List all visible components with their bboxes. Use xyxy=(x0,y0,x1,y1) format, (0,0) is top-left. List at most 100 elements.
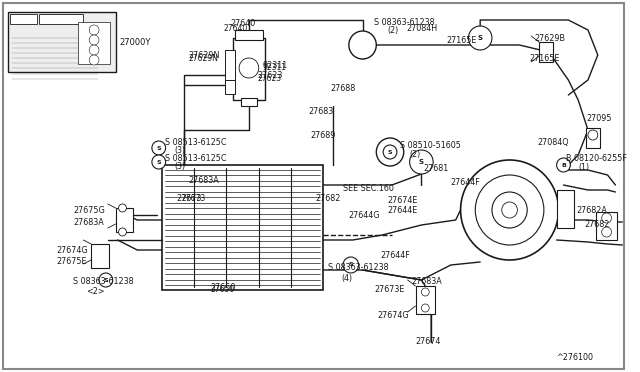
Text: 27674: 27674 xyxy=(415,337,441,346)
Ellipse shape xyxy=(99,273,113,287)
Text: S 08513-6125C: S 08513-6125C xyxy=(164,154,226,163)
Bar xyxy=(162,165,323,290)
Text: 27683A: 27683A xyxy=(74,218,104,227)
Text: S: S xyxy=(104,278,108,282)
Text: ^276100: ^276100 xyxy=(557,353,594,362)
Ellipse shape xyxy=(468,26,492,50)
Ellipse shape xyxy=(89,55,99,65)
Text: 27644E: 27644E xyxy=(387,205,417,215)
Bar xyxy=(586,128,600,148)
Text: 27084Q: 27084Q xyxy=(537,138,569,147)
Text: 27000Y: 27000Y xyxy=(120,38,151,46)
Bar xyxy=(225,80,235,94)
Bar xyxy=(596,212,618,240)
Bar xyxy=(10,14,37,24)
Text: 27165E: 27165E xyxy=(446,35,476,45)
Ellipse shape xyxy=(602,213,611,223)
Text: S 08363-61238: S 08363-61238 xyxy=(328,263,389,273)
Ellipse shape xyxy=(602,227,611,237)
Ellipse shape xyxy=(89,45,99,55)
Text: S 08363-61238: S 08363-61238 xyxy=(74,278,134,286)
Bar xyxy=(39,14,83,24)
Bar xyxy=(233,38,264,100)
Text: 27650: 27650 xyxy=(211,283,236,292)
Text: 27673: 27673 xyxy=(181,193,205,202)
Text: (2): (2) xyxy=(410,150,421,158)
Text: 27629N: 27629N xyxy=(188,51,220,60)
Bar xyxy=(235,30,262,40)
Ellipse shape xyxy=(376,138,404,166)
Text: 27674G: 27674G xyxy=(57,246,88,254)
Text: 92311: 92311 xyxy=(262,64,287,73)
Text: (3): (3) xyxy=(175,145,186,154)
Ellipse shape xyxy=(89,25,99,35)
Text: 27629B: 27629B xyxy=(534,33,565,42)
Ellipse shape xyxy=(461,160,559,260)
Text: S: S xyxy=(388,150,392,154)
Text: S: S xyxy=(156,145,161,151)
Ellipse shape xyxy=(118,204,127,212)
Text: <2>: <2> xyxy=(86,288,105,296)
Ellipse shape xyxy=(343,257,358,273)
Text: 27165E: 27165E xyxy=(529,54,559,62)
Text: S: S xyxy=(156,160,161,164)
Text: 27640: 27640 xyxy=(223,23,247,32)
Text: 27640: 27640 xyxy=(230,19,255,28)
Text: 27682: 27682 xyxy=(316,193,341,202)
Text: 27683: 27683 xyxy=(308,108,334,116)
Bar xyxy=(557,190,574,228)
Text: S 08510-51605: S 08510-51605 xyxy=(400,141,461,150)
Ellipse shape xyxy=(89,35,99,45)
Text: 92311: 92311 xyxy=(262,61,288,70)
Text: S: S xyxy=(419,159,424,165)
Text: 27674E: 27674E xyxy=(387,196,417,205)
Text: 27650: 27650 xyxy=(211,285,235,295)
Ellipse shape xyxy=(557,158,570,172)
Text: 27689: 27689 xyxy=(310,131,336,140)
Text: 27095: 27095 xyxy=(586,113,611,122)
Text: 27623: 27623 xyxy=(258,74,282,83)
Ellipse shape xyxy=(118,228,127,236)
Bar xyxy=(225,50,235,80)
Ellipse shape xyxy=(239,58,259,78)
Bar xyxy=(415,286,435,314)
Text: S: S xyxy=(349,263,353,267)
Ellipse shape xyxy=(502,202,517,218)
Text: 27674G: 27674G xyxy=(378,311,409,320)
Ellipse shape xyxy=(476,175,544,245)
Text: B: B xyxy=(561,163,566,167)
Ellipse shape xyxy=(588,130,598,140)
Ellipse shape xyxy=(383,145,397,159)
Ellipse shape xyxy=(410,150,433,174)
Text: 27623: 27623 xyxy=(258,71,283,80)
Bar xyxy=(116,208,133,232)
Text: 27688: 27688 xyxy=(330,83,355,93)
Text: (3): (3) xyxy=(175,161,186,170)
Bar xyxy=(539,42,553,62)
Text: SEE SEC.160: SEE SEC.160 xyxy=(343,183,394,192)
Text: 27675E: 27675E xyxy=(57,257,87,266)
Text: (1): (1) xyxy=(578,163,589,171)
Bar xyxy=(91,244,109,268)
Text: S 08513-6125C: S 08513-6125C xyxy=(164,138,226,147)
Text: 27683A: 27683A xyxy=(412,278,442,286)
Text: 27629N: 27629N xyxy=(188,54,218,62)
Text: 27673: 27673 xyxy=(177,193,202,202)
Bar xyxy=(8,12,116,72)
Text: 27682A: 27682A xyxy=(576,205,607,215)
Text: 27682: 27682 xyxy=(584,219,609,228)
Text: 27675G: 27675G xyxy=(74,205,105,215)
Text: 27681: 27681 xyxy=(423,164,449,173)
Text: 27644F: 27644F xyxy=(451,177,481,186)
Text: S: S xyxy=(477,35,483,41)
Text: 27683A: 27683A xyxy=(188,176,219,185)
Ellipse shape xyxy=(421,288,429,296)
Text: B 08120-6255F: B 08120-6255F xyxy=(566,154,627,163)
Text: 27644F: 27644F xyxy=(380,250,410,260)
Ellipse shape xyxy=(152,155,166,169)
Text: 27644G: 27644G xyxy=(348,211,380,219)
Text: 27084H: 27084H xyxy=(406,23,438,32)
Bar xyxy=(78,22,109,64)
Text: (2): (2) xyxy=(387,26,398,35)
Bar xyxy=(241,98,257,106)
